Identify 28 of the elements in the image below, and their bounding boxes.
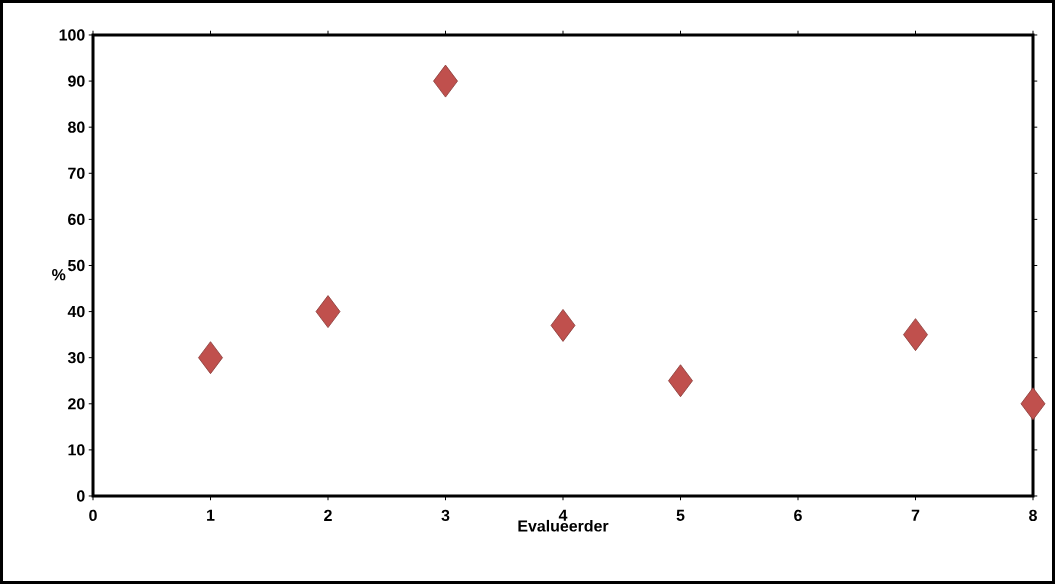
y-tick-label: 30: [67, 352, 85, 364]
point: [315, 295, 341, 328]
point: [433, 64, 458, 98]
y-tick-label: 10: [68, 444, 85, 456]
x-tick-label: 2: [324, 509, 332, 521]
y-tick-label: 100: [59, 29, 85, 41]
x-tick-label: 0: [89, 509, 97, 522]
x-tick-label: 1: [207, 509, 215, 521]
y-tick-label: 0: [77, 490, 85, 502]
y-tick-label: 60: [68, 213, 85, 226]
y-tick-label: 50: [67, 259, 85, 272]
x-tick-label: 8: [1029, 509, 1037, 522]
x-tick-label: 5: [676, 509, 685, 521]
point: [903, 318, 928, 352]
y-tick-label: 90: [68, 75, 85, 87]
point: [668, 364, 693, 398]
x-tick-label: 3: [441, 509, 450, 522]
x-tick-label: 6: [794, 509, 802, 522]
y-tick-label: 40: [67, 305, 85, 318]
y-tick-label: 20: [68, 398, 85, 410]
y-tick-label: 70: [68, 167, 85, 179]
point: [550, 309, 576, 342]
point: [198, 341, 223, 375]
y-axis-title: %: [52, 269, 66, 281]
x-axis-title: Evalueerder: [518, 519, 609, 532]
x-tick-label: 4: [558, 509, 568, 521]
x-tick-label: 7: [911, 509, 920, 521]
y-tick-label: 80: [68, 121, 85, 133]
